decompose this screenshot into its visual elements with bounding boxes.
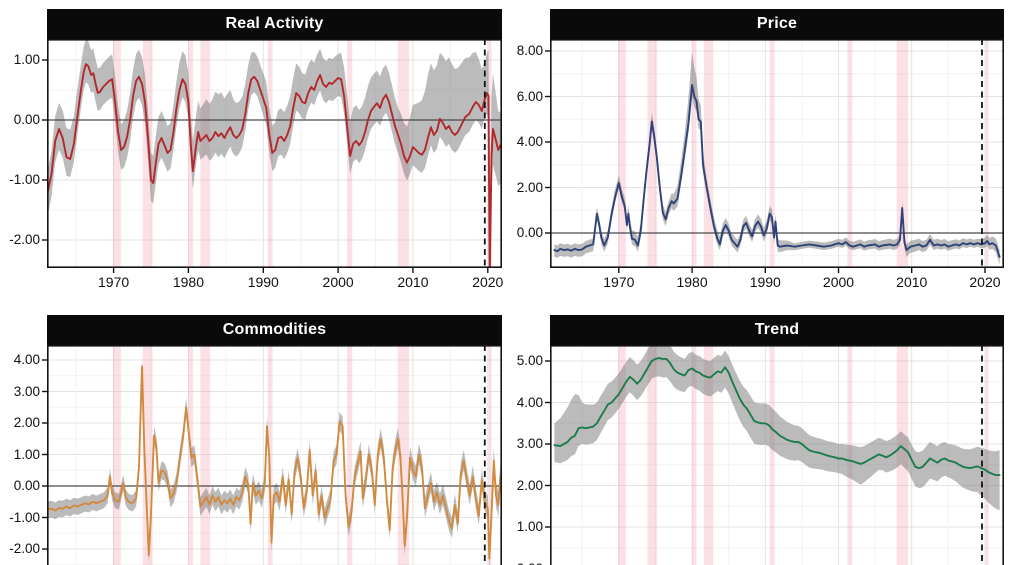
x-tick-label: 2000 — [822, 274, 855, 290]
x-tick-label: 2010 — [397, 274, 429, 290]
y-tick-label: 6.00 — [516, 88, 543, 104]
y-tick-label: 0.00 — [13, 112, 40, 127]
y-tick-label: 0.00 — [501, 561, 543, 565]
panel-border — [47, 345, 502, 565]
y-tick-label: -2.00 — [9, 541, 40, 556]
chart-canvas-real-activity — [42, 39, 502, 273]
series-line — [553, 357, 1001, 477]
y-tick-label: 4.00 — [516, 394, 543, 410]
panel-border — [550, 39, 1004, 268]
y-tick-label: 1.00 — [13, 52, 40, 67]
chart-canvas-commodities — [42, 345, 502, 565]
y-tick-label: -1.00 — [9, 172, 40, 187]
x-tick-label: 1970 — [603, 274, 635, 290]
series-line — [553, 84, 1001, 258]
y-tick-label: 2.00 — [516, 477, 543, 493]
x-tick-label: 1990 — [749, 274, 781, 290]
series-line — [47, 63, 502, 268]
confidence-band — [47, 39, 502, 268]
confidence-band — [554, 345, 1000, 511]
y-tick-label: 3.00 — [13, 383, 40, 399]
chart-title-price: Price — [550, 9, 1004, 39]
y-tick-label: 1.00 — [516, 519, 543, 534]
x-tick-label: 2000 — [322, 274, 354, 290]
y-tick-label: 1.00 — [13, 446, 40, 462]
chart-title-trend: Trend — [550, 315, 1004, 345]
chart-title-real-activity: Real Activity — [47, 9, 502, 39]
chart-canvas-price — [545, 39, 1004, 273]
x-tick-label: 2010 — [896, 274, 928, 290]
panel-border — [47, 39, 502, 268]
x-tick-label: 2020 — [472, 274, 504, 290]
y-tick-label: 5.00 — [516, 353, 543, 368]
gridlines — [47, 345, 502, 565]
x-tick-label: 1980 — [172, 274, 205, 290]
y-tick-label: 4.00 — [516, 134, 543, 149]
chart-title-commodities: Commodities — [47, 315, 502, 345]
y-tick-label: -1.00 — [9, 509, 40, 525]
y-tick-label: 2.00 — [13, 415, 40, 430]
x-tick-label: 1970 — [98, 274, 130, 290]
chart-canvas-trend — [545, 345, 1004, 565]
y-tick-label: 0.00 — [13, 478, 40, 493]
series-line — [47, 365, 502, 560]
y-tick-label: 3.00 — [516, 436, 543, 451]
x-tick-label: 2020 — [969, 274, 1001, 290]
y-tick-label: 4.00 — [13, 352, 40, 367]
recession-bands — [618, 39, 989, 268]
gridlines — [550, 39, 1004, 268]
y-tick-label: 2.00 — [516, 179, 543, 195]
panel-border — [550, 345, 1004, 565]
x-tick-label: 1990 — [247, 274, 279, 290]
y-tick-label: 0.00 — [516, 225, 543, 240]
y-tick-label: 8.00 — [516, 43, 543, 58]
y-tick-label: -2.00 — [9, 232, 40, 247]
x-tick-label: 1980 — [676, 274, 708, 290]
